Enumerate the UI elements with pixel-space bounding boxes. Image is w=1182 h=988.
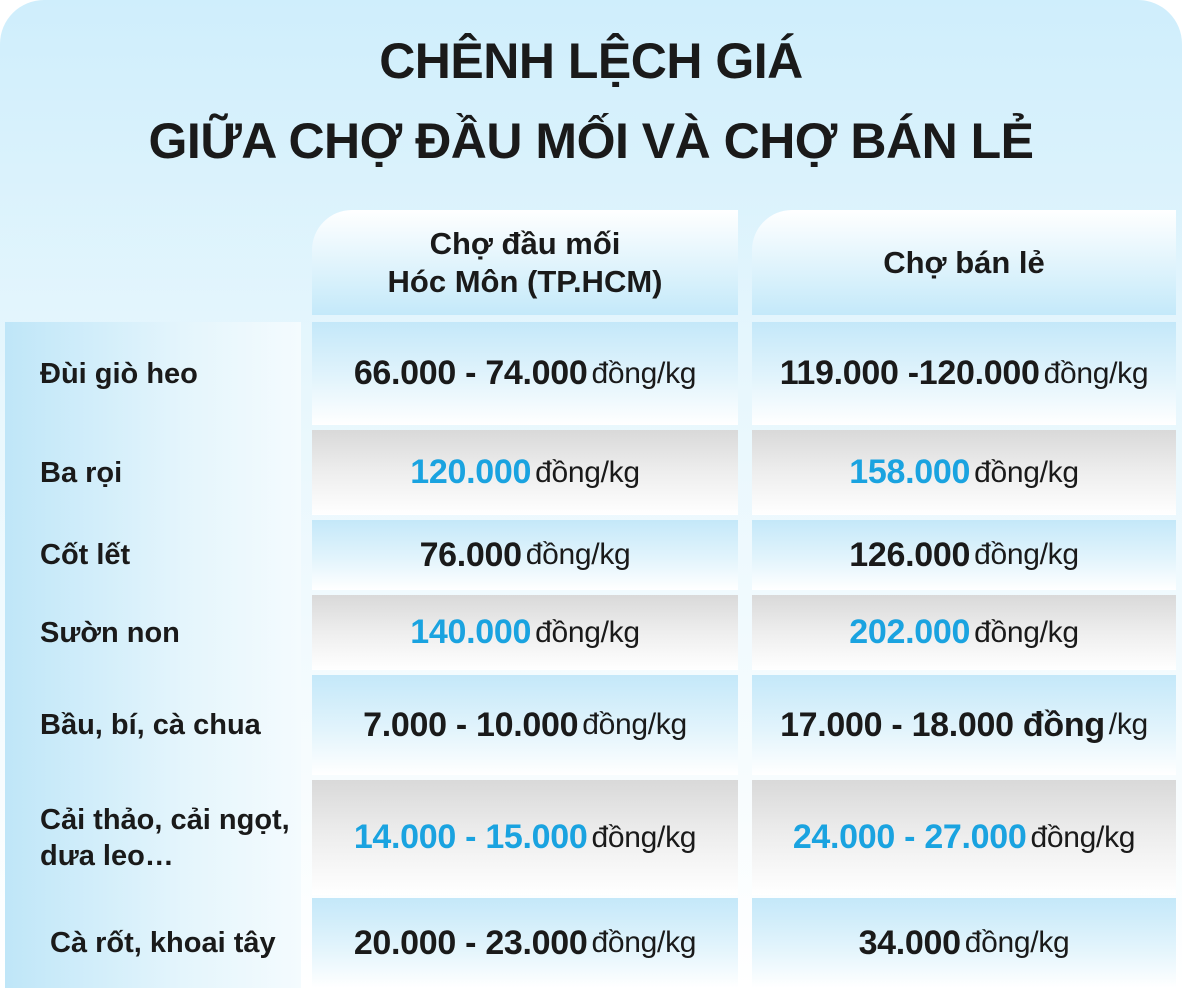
- price-cell: 120.000 đồng/kg: [312, 430, 738, 515]
- title-line: CHÊNH LỆCH GIÁ: [379, 33, 803, 89]
- price: 119.000 -120.000: [779, 354, 1040, 392]
- unit: đồng/kg: [535, 455, 640, 489]
- price-cell: 119.000 -120.000 đồng/kg: [752, 322, 1176, 425]
- row-label: Cốt lết: [40, 539, 131, 571]
- price: 202.000: [849, 613, 971, 651]
- price: 158.000: [849, 453, 971, 491]
- column-header: Chợ bán lẻ: [752, 210, 1176, 315]
- unit: đồng/kg: [582, 708, 687, 741]
- title-line: GIỮA CHỢ ĐẦU MỐI VÀ CHỢ BÁN LẺ: [148, 113, 1034, 169]
- unit: đồng/kg: [591, 356, 697, 390]
- row-label: Sườn non: [40, 616, 180, 649]
- unit: /kg: [1108, 708, 1148, 741]
- price-cell: 17.000 - 18.000 đồng/kg: [752, 675, 1176, 775]
- price-cell: 14.000 - 15.000 đồng/kg: [312, 780, 738, 895]
- unit: đồng/kg: [964, 926, 1070, 959]
- price-cell: 34.000 đồng/kg: [752, 898, 1176, 988]
- unit: đồng/kg: [1043, 356, 1149, 390]
- price: 140.000: [410, 613, 532, 651]
- unit: đồng/kg: [535, 615, 640, 649]
- price: 17.000 - 18.000 đồng: [780, 705, 1105, 744]
- price: 34.000: [858, 923, 962, 962]
- price-cell: 140.000 đồng/kg: [312, 595, 738, 670]
- price-cell: 202.000 đồng/kg: [752, 595, 1176, 670]
- unit: đồng/kg: [974, 615, 1079, 649]
- price: 66.000 - 74.000: [353, 354, 588, 392]
- unit: đồng/kg: [1030, 820, 1136, 854]
- header-line: Hóc Môn (TP.HCM): [387, 263, 663, 299]
- price: 76.000: [419, 535, 523, 574]
- price-cell: 126.000 đồng/kg: [752, 520, 1176, 590]
- unit: đồng/kg: [591, 820, 697, 854]
- price-cell: 66.000 - 74.000 đồng/kg: [312, 322, 738, 425]
- row-label: Đùi giò heo: [40, 357, 198, 390]
- header-line: Chợ bán lẻ: [883, 244, 1045, 280]
- price-cell: 20.000 - 23.000 đồng/kg: [312, 898, 738, 988]
- price: 126.000: [849, 535, 971, 574]
- price: 120.000: [410, 453, 532, 491]
- price: 7.000 - 10.000: [363, 705, 579, 744]
- price-cell: 76.000 đồng/kg: [312, 520, 738, 590]
- row-label: Bầu, bí, cà chua: [40, 709, 261, 741]
- price: 14.000 - 15.000: [353, 818, 588, 856]
- row-label: Ba rọi: [40, 456, 123, 489]
- price-cell: 24.000 - 27.000 đồng/kg: [752, 780, 1176, 895]
- header-line: Chợ đầu mối: [429, 225, 621, 261]
- column-header: Chợ đầu mối Hóc Môn (TP.HCM): [312, 210, 738, 315]
- unit: đồng/kg: [974, 455, 1079, 489]
- unit: đồng/kg: [525, 538, 631, 571]
- price: 24.000 - 27.000: [792, 818, 1027, 856]
- row-label: Cà rốt, khoai tây: [50, 927, 276, 959]
- price: 20.000 - 23.000: [353, 923, 588, 962]
- price-cell: 158.000 đồng/kg: [752, 430, 1176, 515]
- row-label: Cải thảo, cải ngọt, dưa leo…: [40, 803, 290, 872]
- unit: đồng/kg: [591, 926, 697, 959]
- unit: đồng/kg: [974, 538, 1079, 571]
- label-column: [5, 322, 301, 988]
- price-cell: 7.000 - 10.000 đồng/kg: [312, 675, 738, 775]
